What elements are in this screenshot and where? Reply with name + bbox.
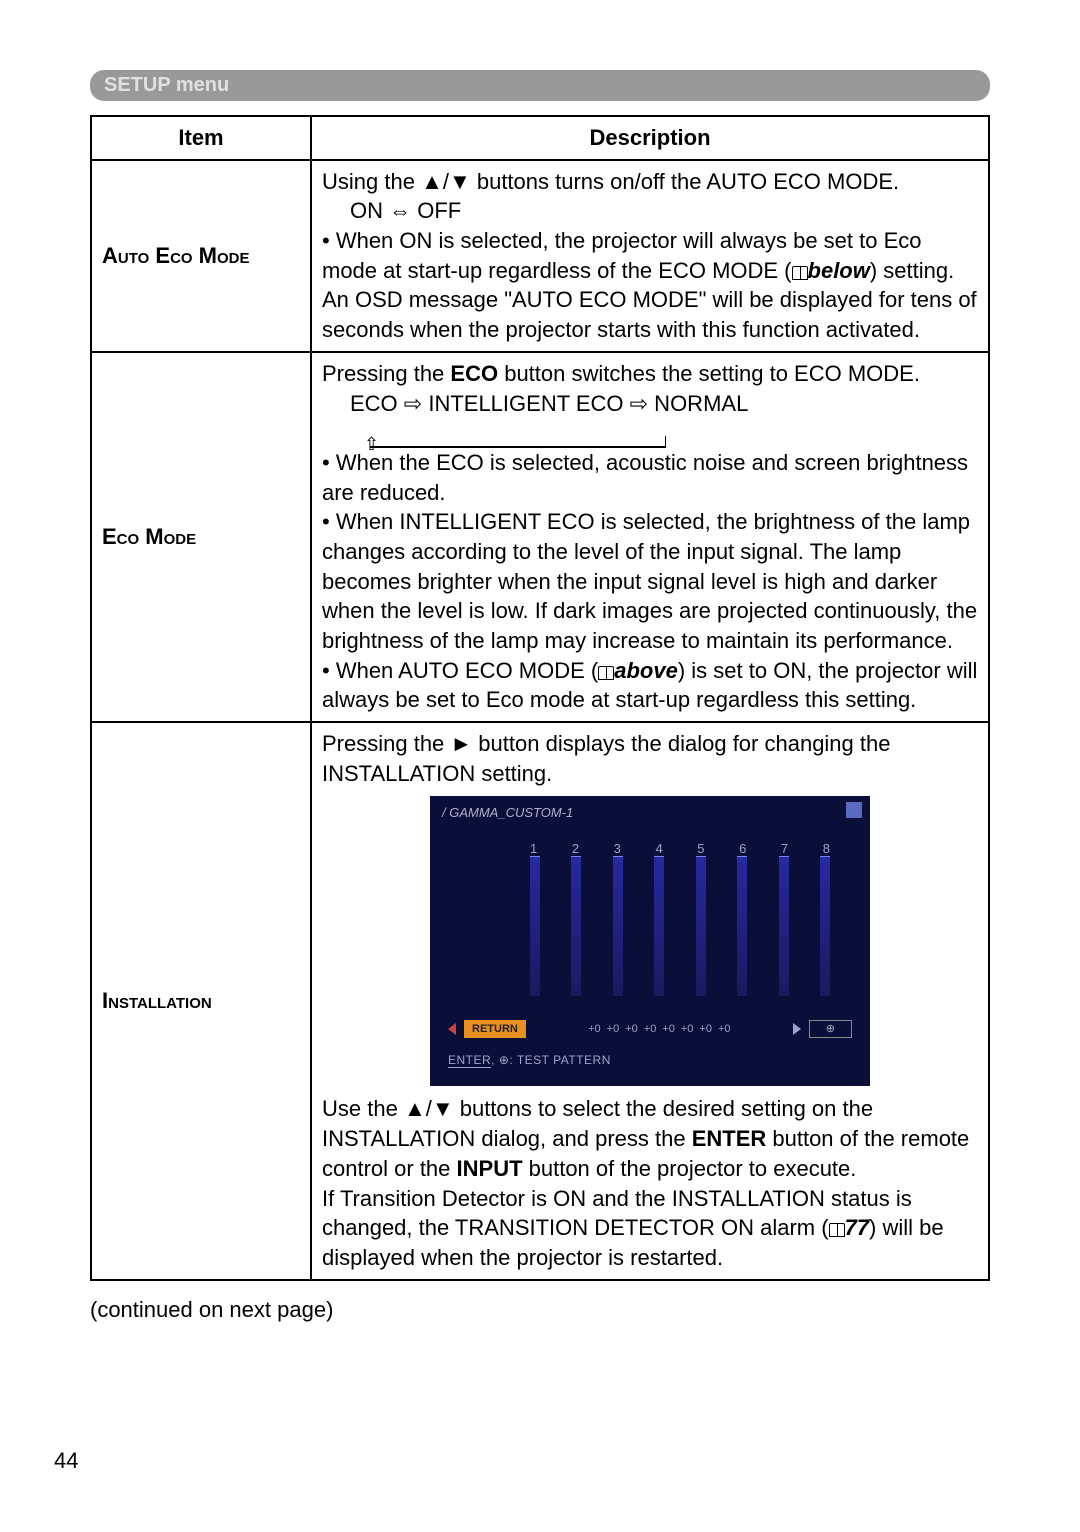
num: 4 — [655, 840, 662, 858]
ref-below: below — [808, 258, 870, 283]
row-eco-mode: Eco Mode Pressing the ECO button switche… — [91, 352, 989, 722]
eco-bold: ECO — [450, 361, 498, 386]
triangle-left-icon — [448, 1023, 456, 1035]
text: If Transition Detector is ON and the INS… — [322, 1186, 912, 1241]
footer-rest: , ⊕: TEST PATTERN — [491, 1053, 611, 1067]
offset: +0 — [681, 1022, 694, 1037]
enter-bold: ENTER — [692, 1126, 767, 1151]
text: Use the — [322, 1096, 404, 1121]
book-icon — [598, 666, 614, 680]
setup-menu-banner: SETUP menu — [90, 70, 990, 101]
item-eco-mode: Eco Mode — [91, 352, 311, 722]
menu-title: / GAMMA_CUSTOM-1 — [442, 804, 573, 822]
table-header-row: Item Description — [91, 116, 989, 160]
offset: +0 — [699, 1022, 712, 1037]
book-icon — [829, 1223, 845, 1237]
menu-right-box: ⊕ — [809, 1020, 852, 1039]
text: button of the projector to execute. — [523, 1156, 857, 1181]
offset: +0 — [644, 1022, 657, 1037]
menu-bars — [530, 856, 830, 996]
bar — [696, 856, 706, 996]
text: ECO ⇨ INTELLIGENT ECO ⇨ NORMAL — [322, 389, 978, 419]
offset: +0 — [718, 1022, 731, 1037]
header-desc: Description — [311, 116, 989, 160]
up-down-arrows-icon: ▲/▼ — [421, 167, 471, 197]
text: ON ⇔ OFF — [322, 196, 978, 226]
menu-label-row: RETURN +0 +0 +0 +0 +0 +0 +0 +0 ⊕ — [448, 1020, 852, 1039]
text: button switches the setting to ECO MODE. — [498, 361, 920, 386]
offset: +0 — [588, 1022, 601, 1037]
desc-installation: Pressing the ► button displays the dialo… — [311, 722, 989, 1280]
continued-note: (continued on next page) — [90, 1297, 990, 1323]
row-installation: Installation Pressing the ► button displ… — [91, 722, 989, 1280]
offset: +0 — [662, 1022, 675, 1037]
num: 5 — [697, 840, 704, 858]
menu-corner-icon — [846, 802, 862, 818]
bar — [654, 856, 664, 996]
num: 1 — [530, 840, 537, 858]
return-button: RETURN — [464, 1020, 526, 1039]
num: 7 — [781, 840, 788, 858]
num: 3 — [614, 840, 621, 858]
bar — [613, 856, 623, 996]
page-number: 44 — [54, 1448, 78, 1474]
book-icon — [792, 266, 808, 280]
text: • When AUTO ECO MODE ( — [322, 658, 598, 683]
num: 8 — [823, 840, 830, 858]
desc-auto-eco: Using the ▲/▼ buttons turns on/off the A… — [311, 160, 989, 352]
item-auto-eco: Auto Eco Mode — [91, 160, 311, 352]
bar — [530, 856, 540, 996]
offset: +0 — [625, 1022, 638, 1037]
text: Using the — [322, 169, 421, 194]
bar — [820, 856, 830, 996]
header-item: Item — [91, 116, 311, 160]
offset: +0 — [607, 1022, 620, 1037]
row-auto-eco: Auto Eco Mode Using the ▲/▼ buttons turn… — [91, 160, 989, 352]
text: • When INTELLIGENT ECO is selected, the … — [322, 509, 977, 653]
triangle-right-icon — [793, 1023, 801, 1035]
text: buttons turns on/off the AUTO ECO MODE. — [471, 169, 899, 194]
menu-footer: ENTER, ⊕: TEST PATTERN — [448, 1052, 611, 1068]
bar — [571, 856, 581, 996]
text: • When the ECO is selected, acoustic noi… — [322, 450, 968, 505]
item-installation: Installation — [91, 722, 311, 1280]
num: 6 — [739, 840, 746, 858]
text: Pressing the — [322, 361, 450, 386]
bar — [779, 856, 789, 996]
text: Pressing the — [322, 731, 450, 756]
installation-menu-screenshot: / GAMMA_CUSTOM-1 1 2 3 4 5 6 7 8 — [430, 796, 870, 1086]
ref-above: above — [614, 658, 678, 683]
setup-table: Item Description Auto Eco Mode Using the… — [90, 115, 990, 1281]
footer-enter: ENTER — [448, 1053, 491, 1068]
bar — [737, 856, 747, 996]
input-bold: INPUT — [457, 1156, 523, 1181]
menu-bar-numbers: 1 2 3 4 5 6 7 8 — [530, 840, 830, 858]
desc-eco-mode: Pressing the ECO button switches the set… — [311, 352, 989, 722]
num: 2 — [572, 840, 579, 858]
ref-77: 77 — [845, 1215, 869, 1240]
up-down-arrows-icon: ▲/▼ — [404, 1096, 454, 1121]
right-arrow-icon: ► — [450, 731, 472, 756]
menu-offsets: +0 +0 +0 +0 +0 +0 +0 +0 — [530, 1022, 789, 1037]
